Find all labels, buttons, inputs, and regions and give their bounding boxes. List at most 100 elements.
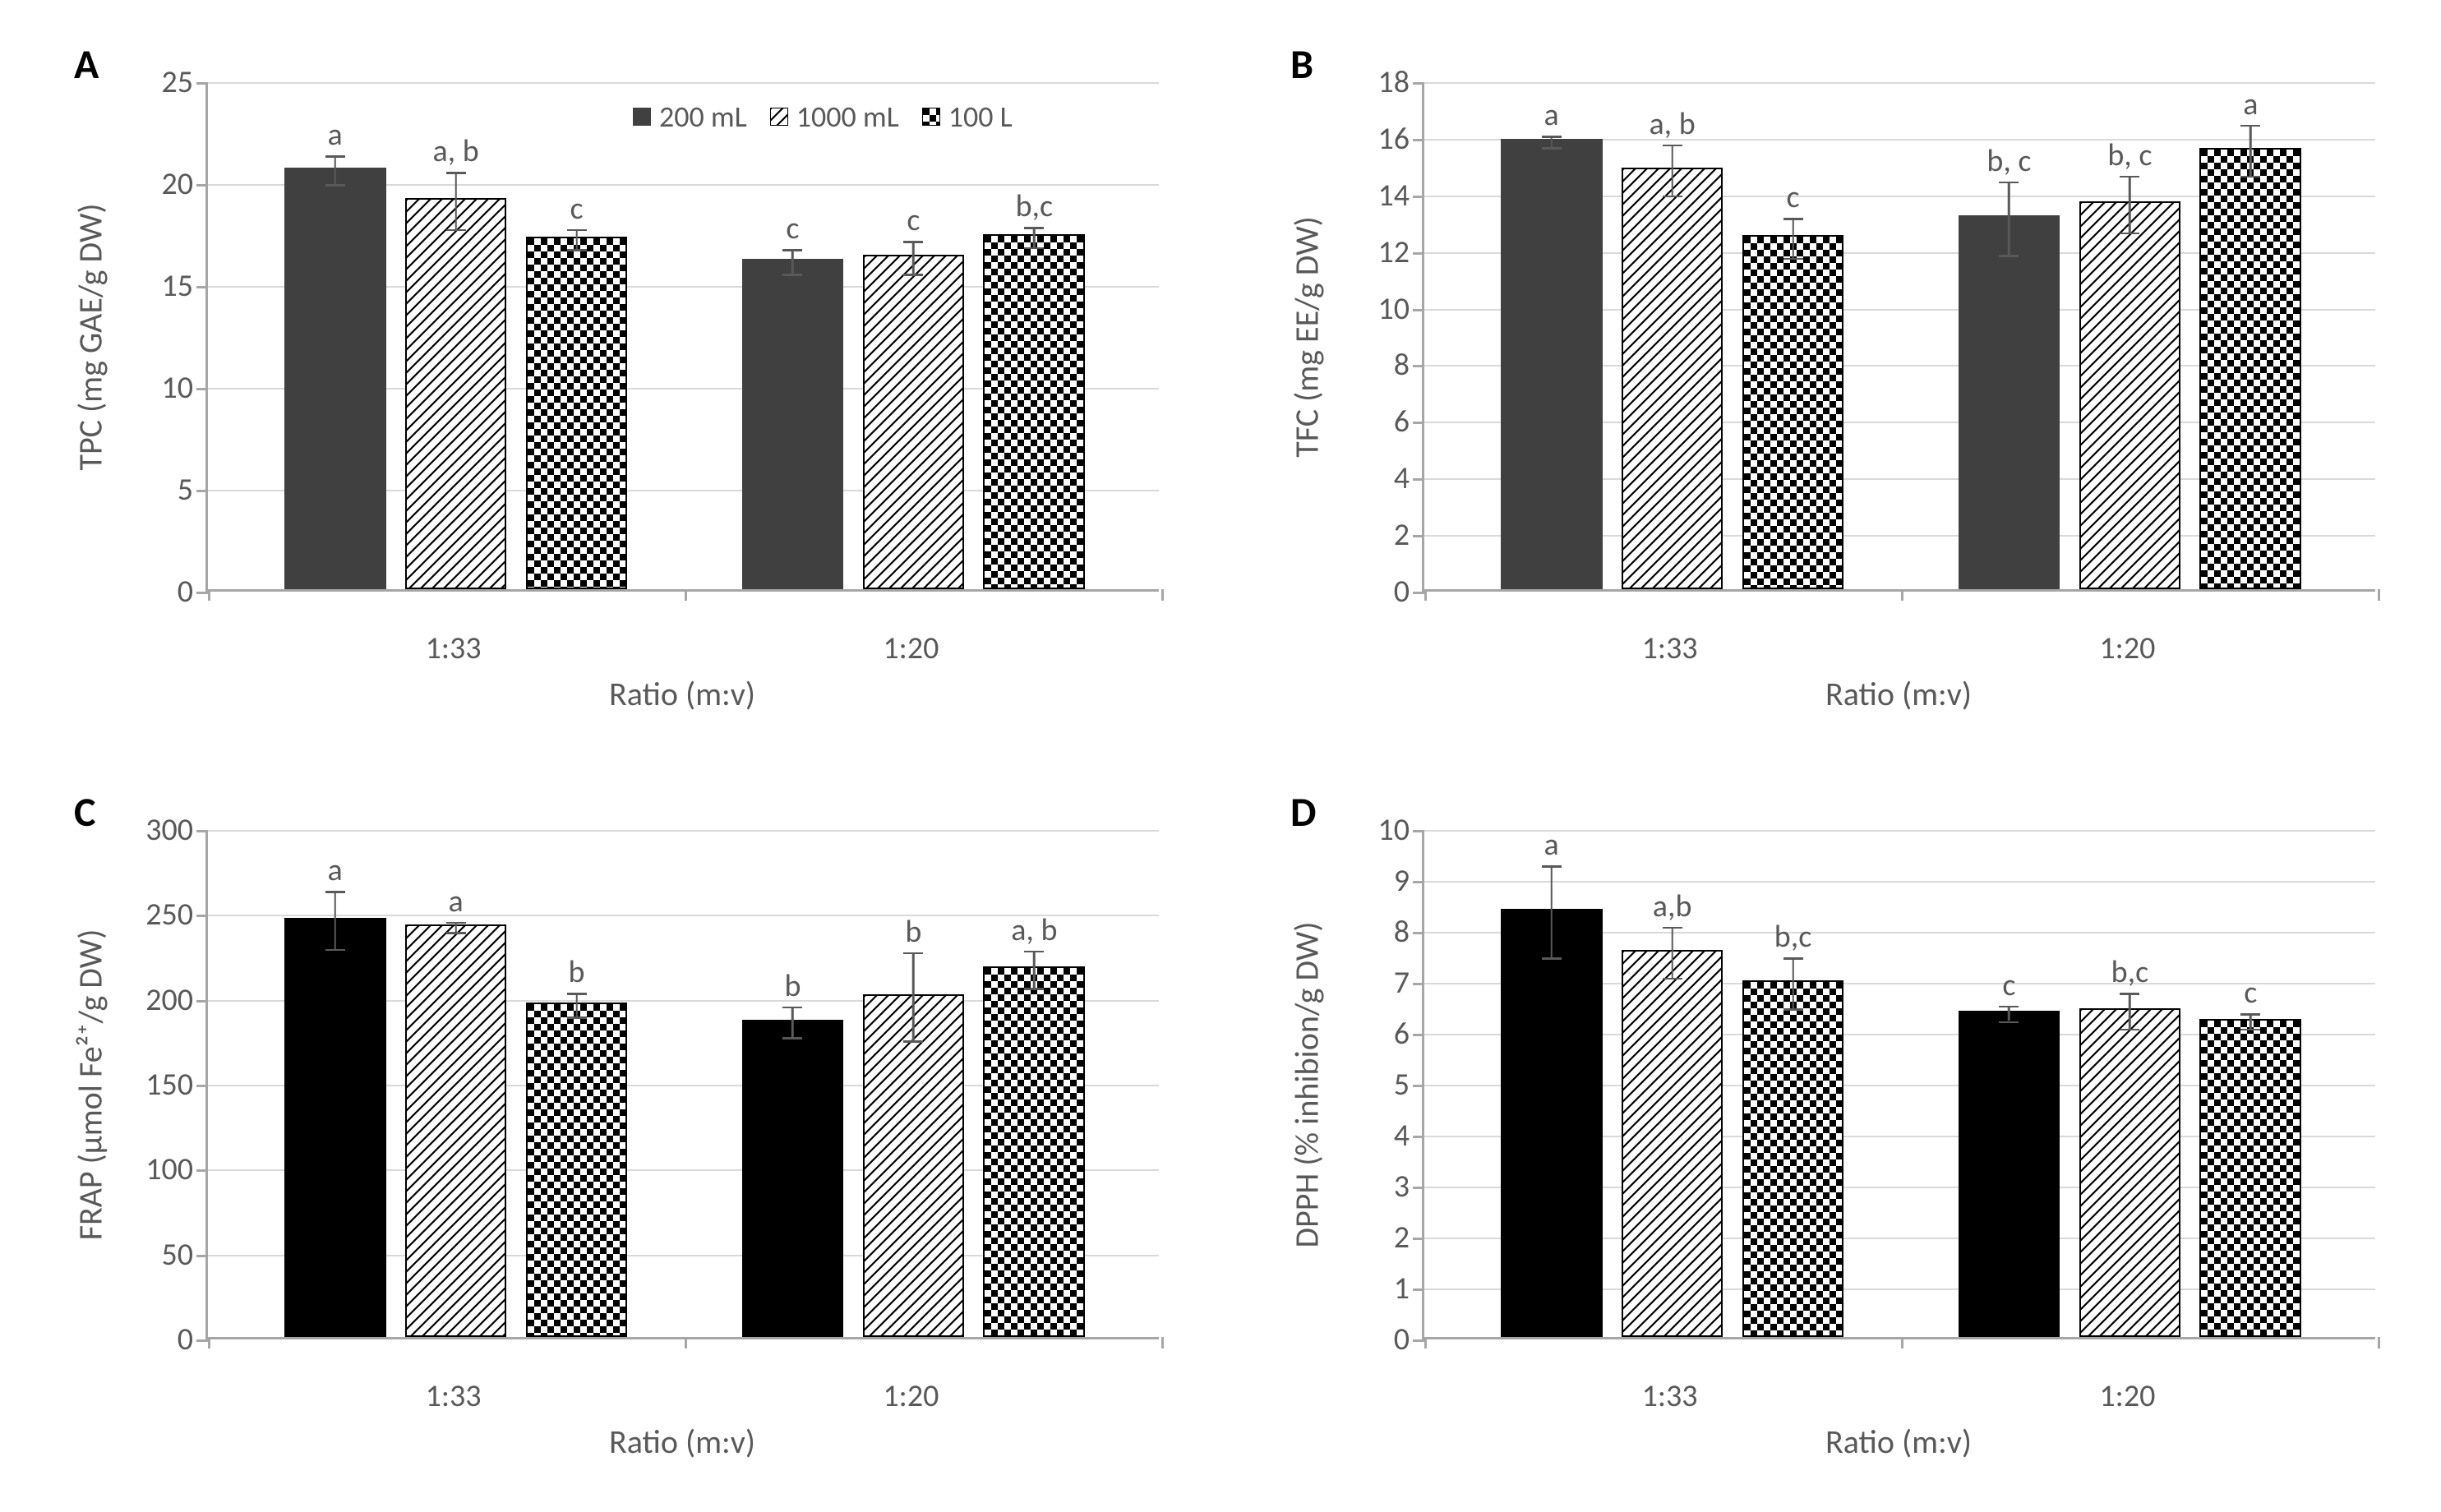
panel-d: D012345678910aa,bb,ccb,ccDPPH (% inhibio… (1266, 781, 2392, 1463)
legend: 200 mL 1000 mL 100 L (633, 99, 1036, 135)
errorbar-cap (567, 1016, 587, 1019)
errorbar-cap (1783, 258, 1803, 260)
significance-label: a (328, 116, 343, 154)
significance-label: b, c (2107, 136, 2152, 174)
significance-label: b (784, 967, 801, 1005)
errorbar-cap (1024, 988, 1044, 990)
bar (1959, 215, 2060, 589)
plot-area: 024681012141618aa, bcb, cb, ca (1422, 82, 2375, 592)
y-tick-label: 0 (178, 1321, 208, 1358)
x-category-label: 1:20 (883, 629, 939, 667)
y-tick-label: 7 (1394, 964, 1424, 1002)
bar (863, 255, 965, 589)
x-tick-mark (2378, 1337, 2380, 1348)
bar (983, 234, 1085, 589)
legend-swatch (633, 108, 651, 126)
x-tick-mark (685, 589, 687, 601)
bars-layer: aabbba, b (208, 830, 1159, 1337)
errorbar (1792, 218, 1794, 257)
panel-letter: C (74, 787, 95, 837)
errorbar (2008, 182, 2010, 256)
errorbar-cap (903, 241, 923, 243)
y-tick-label: 6 (1394, 1015, 1424, 1053)
x-category-label: 1:20 (2099, 1377, 2155, 1415)
plot-area: 0510152025aa, bcccb,c (205, 82, 1159, 592)
legend-label: 200 mL (659, 99, 747, 135)
errorbar-cap (325, 949, 345, 952)
y-tick-label: 15 (161, 267, 208, 305)
errorbar-cap (1999, 182, 2019, 184)
errorbar (2250, 125, 2252, 176)
legend-label: 100 L (948, 99, 1013, 135)
errorbar-cap (1999, 1021, 2019, 1024)
errorbar-cap (325, 184, 345, 187)
errorbar-cap (1542, 136, 1562, 138)
x-axis-title: Ratio (m:v) (1825, 674, 1972, 714)
significance-label: b,c (2111, 953, 2149, 991)
y-tick-label: 0 (1394, 573, 1424, 611)
y-tick-label: 100 (145, 1150, 208, 1188)
bar (526, 1003, 628, 1337)
legend-swatch (922, 108, 940, 126)
y-tick-label: 2 (1394, 1219, 1424, 1256)
bar (1742, 980, 1844, 1337)
bar (1742, 235, 1844, 589)
panel-letter: A (74, 39, 99, 90)
bars-layer: aa,bb,ccb,cc (1424, 830, 2375, 1337)
errorbar-cap (1542, 865, 1562, 868)
y-axis-title: DPPH (% inhibion/g DW) (1287, 921, 1327, 1247)
significance-label: b,c (1016, 187, 1054, 225)
errorbar (2008, 1006, 2010, 1021)
errorbar (791, 1007, 794, 1037)
significance-label: c (570, 190, 583, 228)
errorbar-cap (446, 229, 466, 232)
y-tick-label: 300 (145, 811, 208, 849)
bar (284, 168, 386, 589)
x-axis-title: Ratio (m:v) (609, 674, 755, 714)
errorbar (1792, 957, 1794, 1008)
errorbar-cap (2240, 1013, 2260, 1016)
errorbar-cap (1024, 247, 1044, 250)
y-tick-label: 2 (1394, 516, 1424, 554)
y-axis-title: FRAP (µmol Fe²⁺/g DW) (71, 929, 111, 1241)
y-tick-label: 10 (1377, 290, 1424, 328)
y-tick-label: 0 (178, 573, 208, 611)
y-tick-label: 16 (1377, 120, 1424, 158)
errorbar-cap (1663, 927, 1682, 929)
errorbar-cap (1663, 196, 1682, 198)
errorbar-cap (2240, 1029, 2260, 1031)
y-tick-label: 5 (178, 471, 208, 509)
x-category-label: 1:33 (1642, 1377, 1698, 1415)
x-axis-title: Ratio (m:v) (1825, 1422, 1972, 1462)
bars-layer: aa, bcb, cb, ca (1424, 82, 2375, 589)
errorbar-cap (1024, 227, 1044, 229)
errorbar-cap (1783, 218, 1803, 220)
bar (2199, 148, 2301, 589)
errorbar (334, 891, 336, 948)
y-tick-label: 10 (161, 369, 208, 407)
panel-c: C050100150200250300aabbba, bFRAP (µmol F… (49, 781, 1175, 1463)
y-tick-label: 200 (145, 981, 208, 1019)
significance-label: c (1786, 178, 1799, 216)
errorbar (1033, 227, 1036, 247)
bar (1622, 168, 1723, 589)
bar (2199, 1019, 2301, 1338)
y-tick-label: 3 (1394, 1168, 1424, 1205)
errorbar (791, 249, 794, 274)
legend-label: 1000 mL (796, 99, 899, 135)
errorbar-cap (325, 155, 345, 158)
errorbar (912, 241, 915, 274)
y-tick-label: 0 (1394, 1321, 1424, 1358)
errorbar-cap (2120, 176, 2139, 178)
significance-label: c (786, 210, 799, 247)
significance-label: a (448, 883, 463, 920)
x-tick-mark (208, 589, 210, 601)
errorbar-cap (325, 891, 345, 893)
y-tick-label: 8 (1394, 346, 1424, 384)
errorbar (455, 172, 457, 228)
x-category-label: 1:33 (426, 629, 482, 667)
x-tick-mark (1901, 1337, 1903, 1348)
significance-label: c (2244, 974, 2257, 1012)
errorbar-cap (1783, 1008, 1803, 1011)
errorbar-cap (567, 229, 587, 232)
